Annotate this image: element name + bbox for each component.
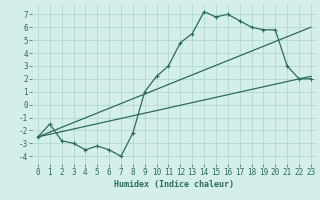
X-axis label: Humidex (Indice chaleur): Humidex (Indice chaleur) (115, 180, 234, 189)
